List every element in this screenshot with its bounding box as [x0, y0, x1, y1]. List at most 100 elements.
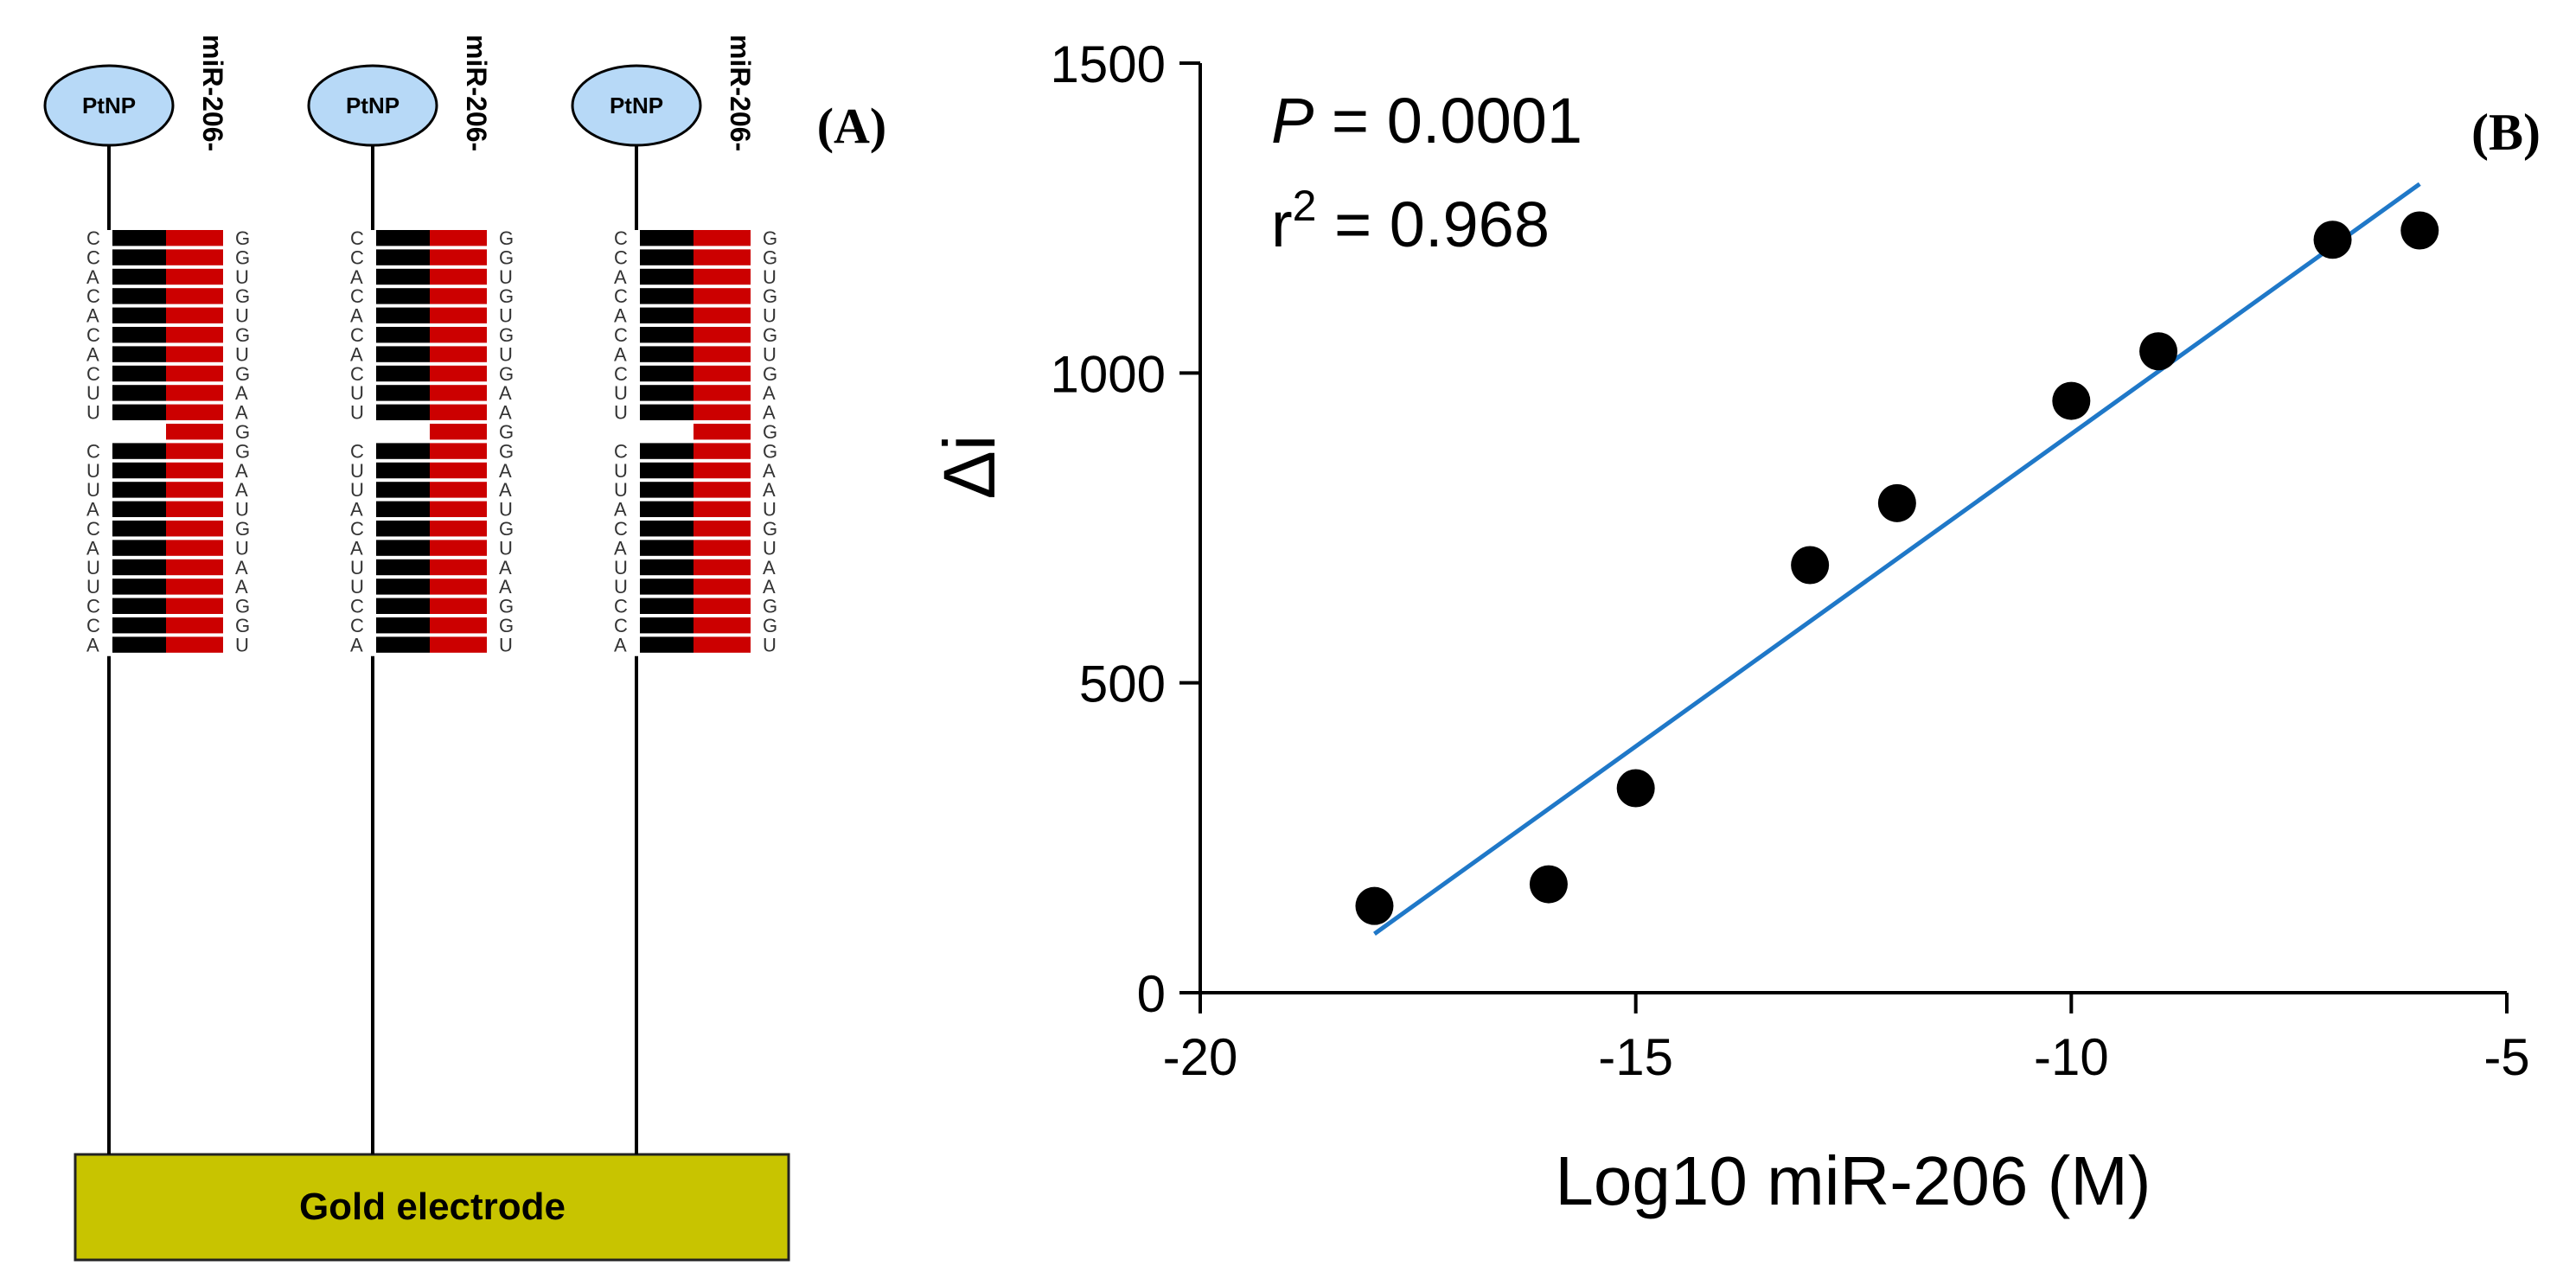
probe-base-letter: C [86, 285, 100, 307]
probe-base [640, 404, 694, 420]
probe-base-letter: U [614, 557, 628, 579]
target-base [166, 230, 223, 246]
probe-base-letter: U [614, 382, 628, 404]
target-base [430, 598, 487, 614]
target-base [430, 307, 487, 323]
probe-base-letter: A [350, 499, 363, 521]
probe-base [112, 365, 166, 382]
target-base-letter: A [763, 460, 776, 482]
probe-strand-3: PtNP miR-206-GGUGUGUGAAGGAAUGUAAGGUCCACAC… [571, 35, 777, 1154]
probe-base-letter: C [86, 246, 100, 268]
probe-base-letter: C [614, 440, 628, 462]
target-base-letter: G [499, 518, 514, 540]
target-base-letter: A [499, 557, 512, 579]
probe-base-letter: U [86, 460, 100, 482]
target-base-letter: U [499, 634, 513, 655]
stat-r2: r2 = 0.968 [1271, 182, 1550, 260]
target-base-letter: G [235, 440, 250, 462]
x-tick-label: -10 [2034, 1028, 2109, 1086]
probe-base [376, 617, 430, 634]
y-ticks: 0 500 1000 1500 [1051, 35, 1200, 1023]
probe-base [376, 346, 430, 362]
target-base-letter: G [499, 324, 514, 346]
probe-base-letter: C [86, 615, 100, 636]
probe-base [376, 230, 430, 246]
target-base-letter: G [235, 615, 250, 636]
probe-base [112, 443, 166, 459]
target-base-letter: G [499, 615, 514, 636]
target-base [166, 462, 223, 479]
probe-base [640, 559, 694, 576]
target-base-letter: G [763, 246, 777, 268]
probe-base-letter: U [614, 460, 628, 482]
target-base-letter: G [235, 227, 250, 249]
target-base [430, 424, 487, 440]
target-base-letter: U [235, 499, 249, 521]
x-tick-label: -5 [2483, 1028, 2529, 1086]
target-base-letter: A [235, 382, 248, 404]
ptnp-particle [43, 64, 175, 147]
probe-base-letter: A [614, 499, 627, 521]
target-base [694, 327, 751, 343]
stat-p-value: = 0.0001 [1314, 85, 1582, 157]
probe-base [640, 579, 694, 595]
probe-base [376, 385, 430, 401]
probe-base-letter: C [86, 227, 100, 249]
probe-base [640, 501, 694, 517]
probe-base-letter: A [614, 266, 627, 288]
target-base [694, 579, 751, 595]
target-base-letter: G [235, 421, 250, 443]
target-base [694, 443, 751, 459]
probe-base [376, 598, 430, 614]
probe-base-letter: A [350, 305, 363, 327]
x-tick-label: -20 [1163, 1028, 1238, 1086]
x-ticks: -20 -15 -10 -5 [1163, 993, 2530, 1086]
target-base-letter: U [235, 343, 249, 365]
target-base [430, 443, 487, 459]
target-base-letter: A [499, 402, 512, 424]
probe-base-letter: C [614, 246, 628, 268]
probe-base [112, 598, 166, 614]
target-base [430, 579, 487, 595]
probe-base [112, 346, 166, 362]
target-base-letter: U [235, 266, 249, 288]
target-base-letter: A [763, 576, 776, 598]
probe-base-letter: A [614, 343, 627, 365]
probe-base-letter: U [350, 479, 364, 501]
target-base-letter: A [235, 479, 248, 501]
target-base [166, 636, 223, 653]
target-base [166, 598, 223, 614]
target-base [694, 462, 751, 479]
probe-base-letter: A [86, 305, 99, 327]
target-base [430, 559, 487, 576]
data-point [2052, 381, 2091, 420]
target-base-letter: U [499, 305, 513, 327]
probe-base [376, 579, 430, 595]
probe-base [640, 521, 694, 537]
probe-base [640, 249, 694, 265]
electrode-label: Gold electrode [299, 1186, 566, 1228]
probe-base [640, 288, 694, 304]
probe-base [640, 598, 694, 614]
target-base [166, 385, 223, 401]
probe-base [112, 249, 166, 265]
probe-base [376, 636, 430, 653]
target-base [430, 540, 487, 556]
probe-base-letter: C [614, 324, 628, 346]
probe-base-letter: A [350, 537, 363, 559]
probe-base-letter: C [350, 363, 364, 385]
data-point [1616, 769, 1655, 808]
probe-base [640, 540, 694, 556]
target-base-letter: G [763, 285, 777, 307]
target-base [166, 404, 223, 420]
target-base [430, 617, 487, 634]
probe-base-letter: U [86, 479, 100, 501]
target-base [694, 501, 751, 517]
probe-base [112, 462, 166, 479]
probe-base-letter: C [350, 227, 364, 249]
probe-base-letter: U [350, 382, 364, 404]
probe-base [112, 521, 166, 537]
probe-base-letter: C [350, 615, 364, 636]
target-base-letter: G [235, 518, 250, 540]
target-base-letter: G [763, 324, 777, 346]
